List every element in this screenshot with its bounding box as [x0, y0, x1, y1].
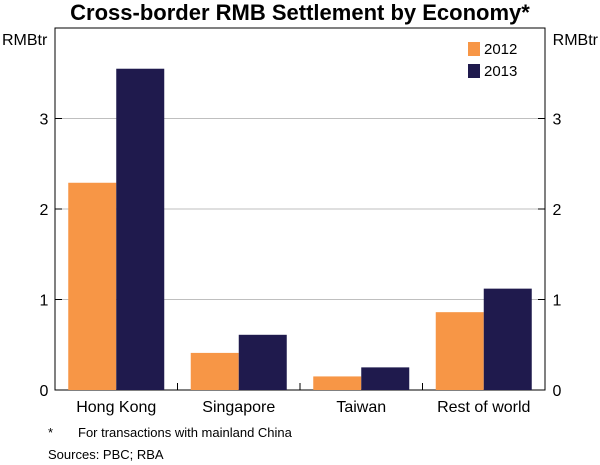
footnote-marker: *: [48, 425, 53, 440]
legend-swatch-2012: [468, 42, 480, 56]
category-label: Hong Kong: [76, 399, 156, 416]
tick-marks: [55, 118, 545, 390]
bar-2012-rest-of-world: [435, 312, 484, 390]
y-tick-label-right: 0: [553, 383, 562, 400]
bars: [68, 68, 532, 390]
bar-2013-rest-of-world: [483, 288, 532, 390]
y-tick-label-left: 2: [40, 202, 49, 219]
bar-2012-taiwan: [313, 376, 362, 390]
legend: 2012 2013: [468, 41, 517, 80]
y-tick-label-left: 0: [40, 383, 49, 400]
y-tick-label-right: 2: [553, 202, 562, 219]
sources-text: Sources: PBC; RBA: [48, 447, 164, 462]
category-label: Taiwan: [336, 399, 386, 416]
legend-swatch-2013: [468, 64, 480, 78]
tick-labels: 0 0 1 1 2 2 3 3: [40, 112, 562, 401]
legend-label-2013: 2013: [484, 63, 517, 80]
legend-label-2012: 2012: [484, 41, 517, 58]
chart-title: Cross-border RMB Settlement by Economy*: [70, 0, 530, 25]
y-tick-label-left: 1: [40, 293, 49, 310]
category-label: Singapore: [202, 399, 275, 416]
footnote-text: For transactions with mainland China: [78, 425, 293, 440]
category-label: Rest of world: [437, 399, 530, 416]
y-tick-label-right: 1: [553, 293, 562, 310]
y-tick-label-left: 3: [40, 112, 49, 129]
bar-2012-hong-kong: [68, 182, 117, 390]
bar-2013-singapore: [238, 334, 287, 390]
y-axis-unit-left: RMBtr: [2, 32, 48, 49]
bar-2013-hong-kong: [116, 68, 165, 390]
category-labels: Hong Kong Singapore Taiwan Rest of world: [76, 399, 530, 416]
y-tick-label-right: 3: [553, 112, 562, 129]
bar-2012-singapore: [190, 352, 239, 390]
bar-2013-taiwan: [361, 367, 410, 390]
y-axis-unit-right: RMBtr: [553, 32, 599, 49]
